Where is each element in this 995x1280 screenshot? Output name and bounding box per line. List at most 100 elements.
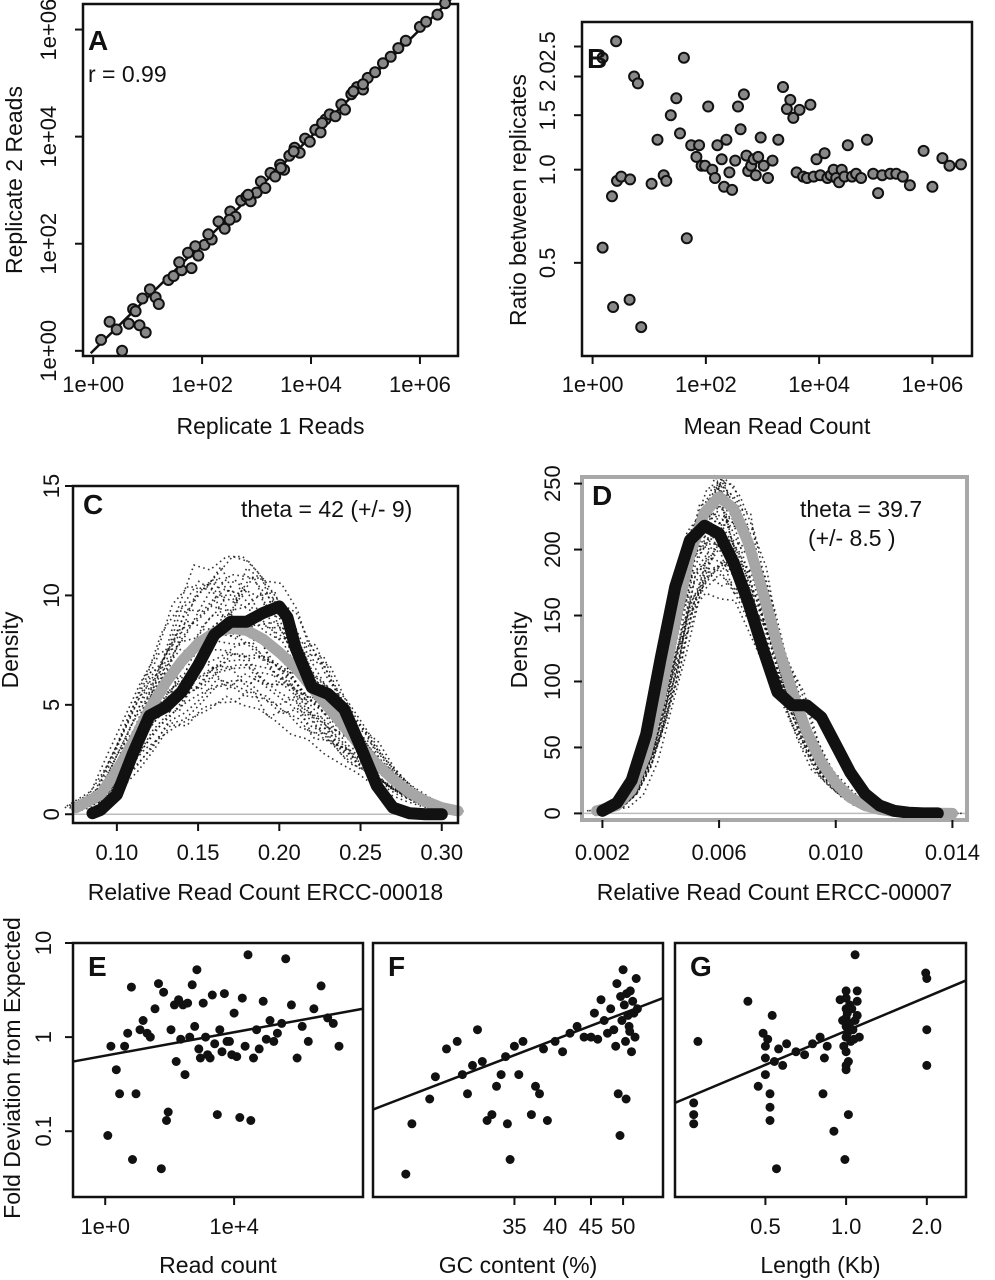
- data-point: [729, 154, 742, 167]
- data-point: [922, 1060, 932, 1070]
- simulated-density-curve: [69, 648, 452, 813]
- data-point: [709, 172, 721, 184]
- data-point: [609, 1025, 619, 1035]
- y-tick-label: 1: [31, 1031, 56, 1043]
- panel-D: 0.002 0.006 0.010 0.014 0 50 100 150 200 250 Relat…: [506, 465, 980, 905]
- data-point: [607, 301, 620, 313]
- x-tick-label: 40: [543, 1214, 567, 1239]
- data-point: [173, 256, 186, 269]
- data-point: [715, 153, 728, 166]
- x-tick-label: 1e+4: [209, 1214, 259, 1239]
- data-point: [138, 1016, 148, 1025]
- data-point: [922, 1025, 932, 1035]
- data-point: [195, 1053, 205, 1063]
- data-point: [303, 135, 316, 148]
- data-point: [793, 103, 806, 116]
- data-point: [664, 109, 677, 122]
- data-point: [123, 1028, 133, 1038]
- x-tick-label: 0.010: [808, 840, 863, 865]
- data-point: [606, 190, 618, 203]
- data-point: [136, 292, 149, 305]
- y-tick-label: 1e+06: [36, 0, 61, 60]
- y-tick-label: 1.0: [535, 154, 560, 185]
- data-point: [760, 1041, 770, 1051]
- y-tick-label: 0.5: [535, 248, 560, 279]
- data-point: [689, 1110, 699, 1120]
- simulated-density-curve: [78, 617, 462, 812]
- panel-letter-D: D: [592, 480, 612, 511]
- data-point: [129, 305, 142, 318]
- y-tick-label: 150: [540, 597, 565, 634]
- y-tick-label: 1.5: [535, 100, 560, 131]
- data-point: [651, 133, 664, 146]
- data-point: [635, 321, 648, 334]
- x-tick-label: 1e+0: [80, 1214, 130, 1239]
- data-point: [852, 986, 862, 996]
- x-axis-title: Relative Read Count ERCC-00018: [88, 879, 443, 905]
- data-point: [737, 88, 750, 101]
- data-point: [810, 153, 823, 166]
- simulated-density-curve: [592, 474, 949, 815]
- data-point: [526, 1110, 536, 1120]
- data-point: [180, 1070, 190, 1080]
- data-point: [627, 1047, 636, 1057]
- data-point: [103, 1131, 113, 1140]
- data-point: [791, 1047, 801, 1057]
- data-point: [399, 34, 412, 47]
- data-point: [677, 51, 690, 64]
- data-point: [201, 1032, 211, 1042]
- y-tick-label: 1e+02: [36, 213, 61, 275]
- data-point: [943, 159, 956, 172]
- x-tick-label: 50: [611, 1214, 635, 1239]
- data-point: [819, 1053, 829, 1063]
- x-tick-label: 1e+02: [675, 372, 737, 397]
- panel-G: 0.5 1.0 2.0 Length (Kb) G: [673, 941, 968, 1278]
- data-point: [274, 162, 287, 174]
- simulated-density-curve: [77, 555, 461, 812]
- data-point: [689, 1098, 699, 1108]
- data-point: [339, 103, 351, 116]
- data-point: [852, 1010, 862, 1020]
- y-axis-title: Fold Deviation from Expected: [0, 917, 25, 1219]
- data-point: [115, 1089, 125, 1099]
- data-point: [616, 992, 626, 1001]
- x-tick-label: 0.30: [420, 840, 463, 865]
- data-point: [623, 293, 636, 306]
- theta-annotation: theta = 42 (+/- 9): [241, 496, 412, 522]
- x-tick-label: 35: [502, 1214, 526, 1239]
- data-point: [723, 166, 736, 179]
- data-point: [143, 283, 156, 296]
- x-axis-title: Relative Read Count ERCC-00007: [597, 879, 952, 905]
- x-axis-title: Read count: [159, 1252, 277, 1278]
- data-point: [804, 98, 817, 111]
- data-point: [815, 1032, 825, 1042]
- y-tick-label: 10: [39, 583, 64, 607]
- data-point: [166, 1025, 176, 1035]
- data-point: [763, 1034, 773, 1044]
- panel-letter-F: F: [388, 951, 405, 982]
- data-point: [252, 1025, 262, 1035]
- data-point: [613, 1089, 623, 1099]
- data-point: [425, 1094, 435, 1104]
- data-point: [135, 1025, 145, 1035]
- x-axis-title: Mean Read Count: [684, 413, 871, 439]
- data-point: [477, 1057, 487, 1066]
- data-point: [219, 989, 229, 999]
- data-point: [753, 1081, 763, 1091]
- x-tick-label: 2.0: [912, 1214, 943, 1239]
- data-point: [323, 1013, 333, 1023]
- y-tick-label: 15: [39, 474, 64, 498]
- simulated-density-curve: [599, 518, 956, 815]
- data-point: [430, 1072, 440, 1082]
- data-point: [903, 179, 916, 192]
- data-point: [589, 1008, 599, 1018]
- data-point: [624, 173, 637, 186]
- data-point: [760, 1053, 770, 1063]
- data-point: [630, 1032, 640, 1042]
- data-point: [734, 123, 747, 136]
- simulated-density-curve: [608, 558, 965, 815]
- data-point: [621, 1036, 630, 1046]
- correlation-annotation: r = 0.99: [88, 61, 167, 87]
- data-point: [473, 1025, 482, 1035]
